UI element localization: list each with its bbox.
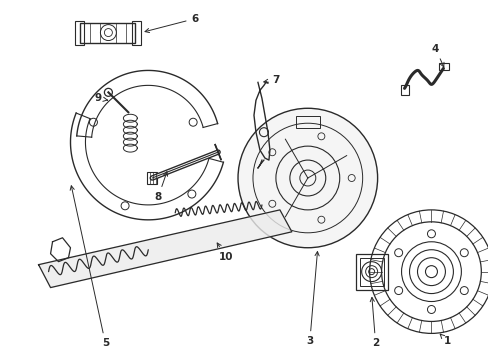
Circle shape (238, 108, 377, 248)
Text: 6: 6 (145, 14, 198, 32)
Text: 5: 5 (70, 186, 109, 348)
Bar (400, 85, 407, 95)
Bar (359, 258, 383, 285)
Text: 9: 9 (95, 93, 107, 103)
Bar (81, 23, 135, 42)
Bar (439, 63, 448, 71)
Text: 1: 1 (439, 334, 450, 346)
Text: 3: 3 (305, 252, 319, 346)
Text: 8: 8 (154, 172, 167, 202)
Bar (295, 116, 319, 128)
Bar (132, 21, 141, 45)
Polygon shape (39, 210, 291, 288)
Text: 2: 2 (369, 297, 379, 348)
Bar (147, 172, 157, 184)
Text: 7: 7 (263, 75, 279, 85)
Bar (355, 254, 387, 289)
Text: 10: 10 (217, 243, 233, 262)
Bar (75, 21, 84, 45)
Text: 4: 4 (431, 44, 443, 67)
Circle shape (104, 88, 112, 96)
